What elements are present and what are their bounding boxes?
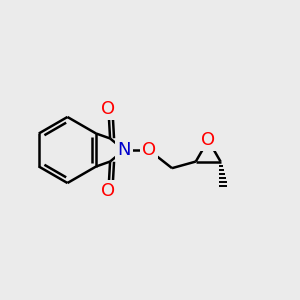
Text: O: O <box>101 182 116 200</box>
Text: O: O <box>201 131 215 149</box>
Text: O: O <box>142 141 156 159</box>
Text: O: O <box>101 100 116 118</box>
Text: N: N <box>117 141 131 159</box>
